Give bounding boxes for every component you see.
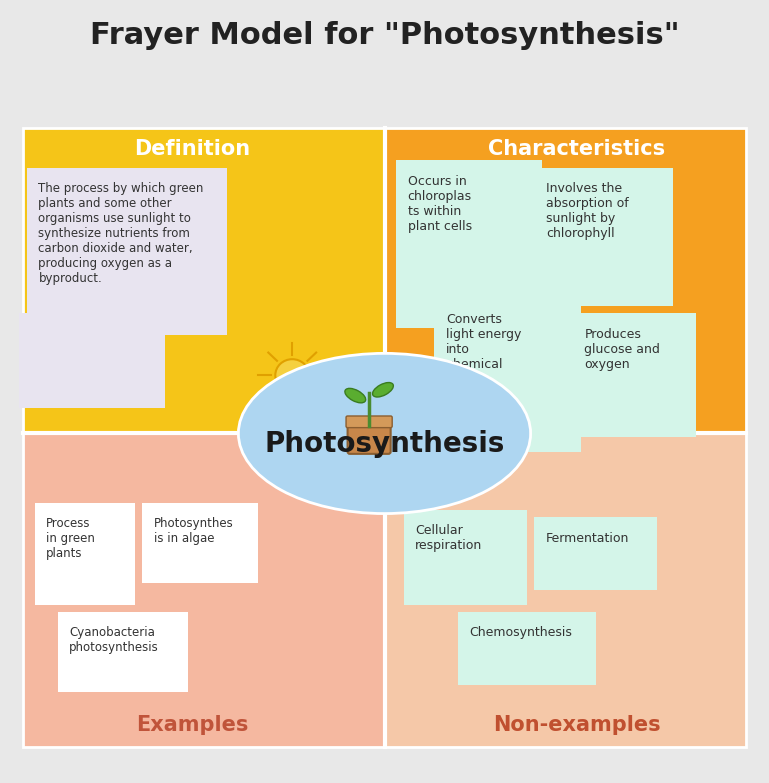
FancyBboxPatch shape (19, 313, 165, 408)
Text: Photosynthes
is in algae: Photosynthes is in algae (154, 518, 234, 545)
Text: Frayer Model for "Photosynthesis": Frayer Model for "Photosynthesis" (90, 20, 679, 50)
FancyBboxPatch shape (396, 161, 542, 328)
Text: Occurs in
chloroplas
ts within
plant cells: Occurs in chloroplas ts within plant cel… (408, 175, 471, 233)
Text: Cyanobacteria
photosynthesis: Cyanobacteria photosynthesis (69, 626, 159, 655)
FancyBboxPatch shape (27, 168, 227, 335)
Text: Produces
glucose and
oxygen: Produces glucose and oxygen (584, 328, 661, 371)
FancyBboxPatch shape (534, 518, 657, 590)
Ellipse shape (345, 388, 366, 402)
FancyBboxPatch shape (23, 434, 384, 747)
Text: Characteristics: Characteristics (488, 139, 665, 160)
Ellipse shape (238, 353, 531, 514)
Text: The process by which green
plants and some other
organisms use sunlight to
synth: The process by which green plants and so… (38, 182, 204, 285)
FancyBboxPatch shape (404, 510, 527, 604)
Text: Non-examples: Non-examples (493, 715, 661, 734)
Ellipse shape (372, 383, 394, 397)
FancyBboxPatch shape (384, 128, 746, 434)
Text: O₂: O₂ (319, 396, 332, 406)
FancyBboxPatch shape (142, 503, 258, 583)
Text: Involves the
absorption of
sunlight by
chlorophyll: Involves the absorption of sunlight by c… (546, 182, 629, 240)
Text: Converts
light energy
into
chemical
energy: Converts light energy into chemical ener… (446, 313, 521, 386)
FancyBboxPatch shape (348, 420, 391, 454)
FancyBboxPatch shape (23, 128, 384, 434)
FancyBboxPatch shape (35, 503, 135, 604)
Text: Fermentation: Fermentation (546, 532, 629, 545)
FancyBboxPatch shape (434, 299, 581, 452)
FancyBboxPatch shape (58, 612, 188, 692)
Circle shape (275, 359, 309, 392)
FancyBboxPatch shape (458, 612, 596, 684)
Text: Cellular
respiration: Cellular respiration (415, 525, 482, 553)
Text: Photosynthesis: Photosynthesis (265, 431, 504, 458)
FancyBboxPatch shape (534, 168, 673, 306)
Text: Definition: Definition (134, 139, 251, 160)
Text: Examples: Examples (136, 715, 248, 734)
Text: Process
in green
plants: Process in green plants (46, 518, 95, 560)
Text: Chemosynthesis: Chemosynthesis (469, 626, 572, 640)
FancyBboxPatch shape (573, 313, 696, 437)
FancyBboxPatch shape (346, 416, 392, 428)
FancyBboxPatch shape (384, 434, 746, 747)
